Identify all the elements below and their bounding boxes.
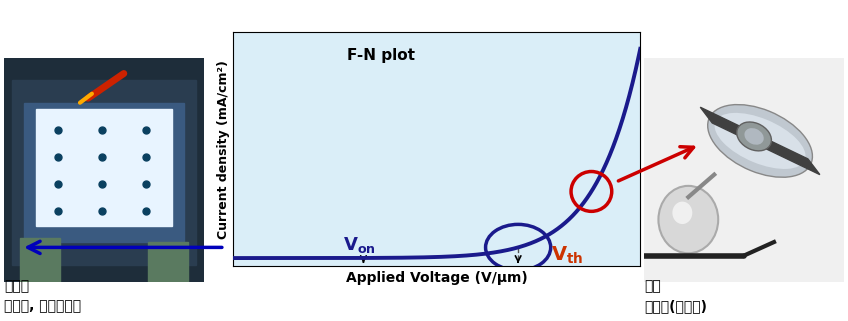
Bar — [36, 109, 171, 226]
Ellipse shape — [708, 105, 812, 177]
Ellipse shape — [745, 128, 764, 145]
Ellipse shape — [737, 122, 772, 151]
Ellipse shape — [715, 113, 806, 169]
Ellipse shape — [672, 202, 692, 224]
Bar — [24, 103, 183, 242]
Polygon shape — [700, 107, 820, 175]
Y-axis label: Current density (mA/cm²): Current density (mA/cm²) — [217, 60, 231, 239]
Text: 소형: 소형 — [644, 280, 661, 293]
X-axis label: Applied Voltage (V/μm): Applied Voltage (V/μm) — [346, 271, 527, 285]
Text: 저전압, 저전류구동: 저전압, 저전류구동 — [4, 299, 81, 313]
Text: $\mathbf{V_{th}}$: $\mathbf{V_{th}}$ — [550, 245, 583, 266]
Text: 대면적: 대면적 — [4, 280, 30, 293]
Bar — [148, 242, 187, 282]
Text: 대전류(고출력): 대전류(고출력) — [644, 299, 707, 313]
Bar — [12, 80, 196, 265]
Text: $\mathbf{V_{on}}$: $\mathbf{V_{on}}$ — [343, 235, 376, 255]
Bar — [20, 238, 60, 282]
Text: F-N plot: F-N plot — [347, 48, 416, 63]
Ellipse shape — [658, 186, 718, 253]
